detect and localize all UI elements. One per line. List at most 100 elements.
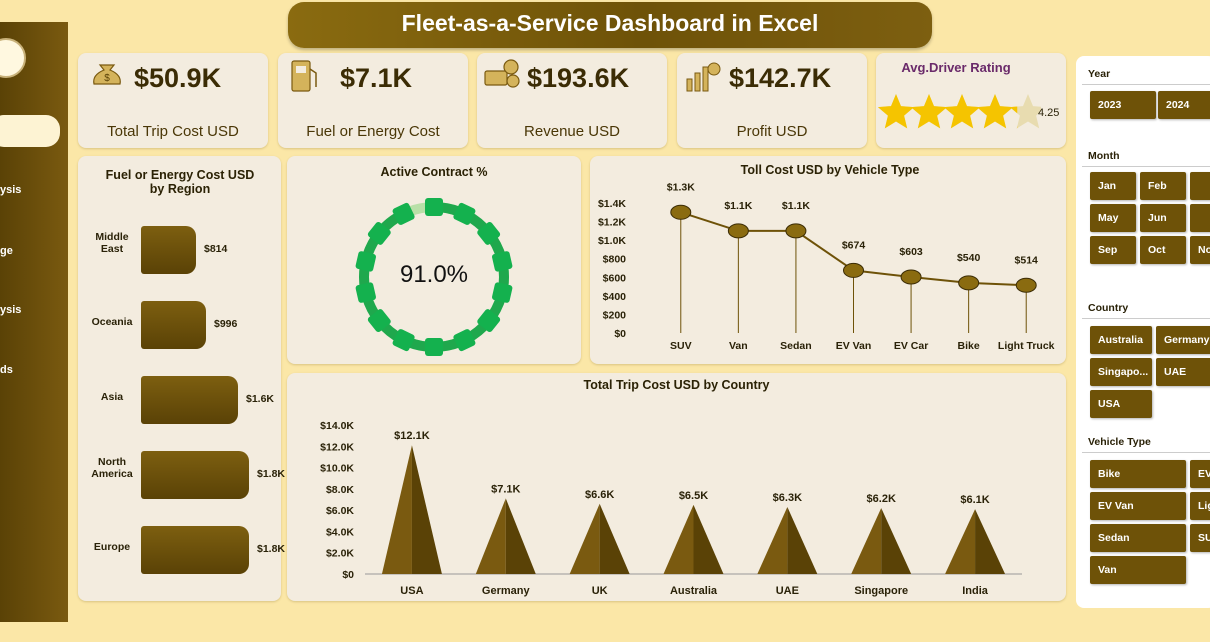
country-chart-svg: $14.0K $12.0K $10.0K $8.0K $6.0K $4.0K $2.0K $0… [320,420,1022,597]
region-category-label: Asia [100,391,124,403]
year-filter-title: Year [1088,68,1111,80]
country-y-tick: $14.0K [320,420,354,432]
country-option-uae[interactable]: UAE [1156,358,1210,386]
kpi-value: $142.7K [729,63,832,93]
month-option-feb[interactable]: Feb [1140,172,1186,200]
sidebar-item-analysis[interactable]: ysis [0,184,22,196]
country-filter-title: Country [1088,302,1129,314]
divider [1082,452,1210,453]
month-option-may[interactable]: May [1090,204,1136,232]
star-filled [943,94,981,129]
rating-value: 4.25 [1038,107,1060,119]
region-chart-panel: Fuel or Energy Cost USD by Region Middle… [78,156,285,601]
country-bar [757,506,788,574]
country-data-label: $6.3K [773,492,802,504]
country-option-australia[interactable]: Australia [1090,326,1152,354]
gauge-segment [492,251,513,272]
month-option-mar[interactable] [1190,172,1210,200]
toll-category-label: SUV [670,340,692,352]
divider [1082,166,1210,167]
country-bar [475,498,506,574]
vehicle-option-ev-van[interactable]: EV Van [1090,492,1186,520]
kpi-value: $7.1K [340,63,413,93]
contract-gauge-panel: Active Contract % 91.0% [287,156,581,364]
toll-data-label: $603 [899,246,923,258]
country-bar-shade [693,504,724,574]
chart-title: Toll Cost USD by Vehicle Type [740,163,920,177]
toll-data-label: $1.3K [667,181,695,193]
country-option-germany[interactable]: Germany [1156,326,1210,354]
country-y-tick: $12.0K [320,441,354,453]
country-bar-shade [599,503,630,574]
gauge-segment [355,251,376,272]
country-data-label: $6.2K [867,493,896,505]
kpi-card-total-trip-cost: $ $50.9K Total Trip Cost USD [78,53,268,148]
country-data-label: $6.5K [679,490,708,502]
vehicle-option-sedan[interactable]: Sedan [1090,524,1186,552]
vehicle-option-ev-car[interactable]: EV [1190,460,1210,488]
country-category-label: India [962,585,989,597]
country-category-label: USA [400,585,423,597]
vehicle-filter-title: Vehicle Type [1088,436,1151,448]
toll-y-tick: $400 [603,291,627,303]
year-option-2024[interactable]: 2024 [1158,91,1210,119]
kpi-label: Fuel or Energy Cost [306,123,440,140]
svg-text:$: $ [104,73,110,84]
region-category-label: North America [91,456,133,480]
gauge-segment [367,221,391,245]
toll-category-label: EV Car [894,340,928,352]
region-data-label: $1.8K [257,543,286,555]
region-data-label: $1.6K [246,393,275,405]
vehicle-option-bike[interactable]: Bike [1090,460,1186,488]
star-filled [877,94,915,129]
profit-chart-icon [686,62,721,92]
country-data-label: $6.1K [960,494,989,506]
title-bar [288,2,932,48]
country-option-usa[interactable]: USA [1090,390,1152,418]
country-y-tick: $8.0K [326,484,354,496]
toll-data-label: $514 [1015,254,1039,266]
sidebar-item-active[interactable] [0,115,60,147]
toll-y-tick: $1.0K [598,235,626,247]
toll-chart-svg: $1.4K $1.2K $1.0K $800 $600 $400 $200 $0 $1.3K SU… [598,181,1055,352]
country-bar-shade [505,498,536,574]
divider [1082,84,1210,85]
month-option-oct[interactable]: Oct [1140,236,1186,264]
year-option-2023[interactable]: 2023 [1090,91,1156,119]
region-category-label: Oceania [91,316,133,328]
region-bar [141,376,238,424]
month-option-jun[interactable]: Jun [1140,204,1186,232]
vehicle-option-light-truck[interactable]: Lig [1190,492,1210,520]
gauge-segment [425,198,443,216]
month-option-jul[interactable] [1190,204,1210,232]
toll-category-label: Light Truck [998,340,1055,352]
kpi-card-fuel-cost: $7.1K Fuel or Energy Cost [278,53,468,148]
sidebar-item-analysis-2[interactable]: ysis [0,304,22,316]
vehicle-option-suv[interactable]: SU [1190,524,1210,552]
rating-title: Avg.Driver Rating [901,60,1011,75]
toll-data-point [958,275,980,291]
toll-data-label: $540 [957,252,981,264]
country-bar-shade [975,509,1006,574]
month-option-jan[interactable]: Jan [1090,172,1136,200]
country-bar-shade [411,445,442,574]
toll-chart-panel: Toll Cost USD by Vehicle Type $1.4K $1.2K… [590,156,1066,364]
toll-category-label: Van [729,340,748,352]
sidebar [0,22,68,622]
month-option-sep[interactable]: Sep [1090,236,1136,264]
gauge-segment [425,338,443,356]
toll-data-point [670,204,692,220]
star-filled [1009,106,1018,129]
star-filled [976,94,1014,129]
sidebar-item-usage[interactable]: ge [0,245,13,257]
sidebar-item-trends[interactable]: ds [0,364,13,376]
region-bar [141,301,206,349]
vehicle-option-van[interactable]: Van [1090,556,1186,584]
country-option-singapore[interactable]: Singapo... [1090,358,1152,386]
cash-coins-icon [484,59,520,88]
month-option-nov[interactable]: No [1190,236,1210,264]
gauge-value: 91.0% [399,261,469,288]
page-title: Fleet-as-a-Service Dashboard in Excel [401,10,819,36]
gauge-segment [367,309,391,333]
toll-data-label: $1.1K [724,200,752,212]
